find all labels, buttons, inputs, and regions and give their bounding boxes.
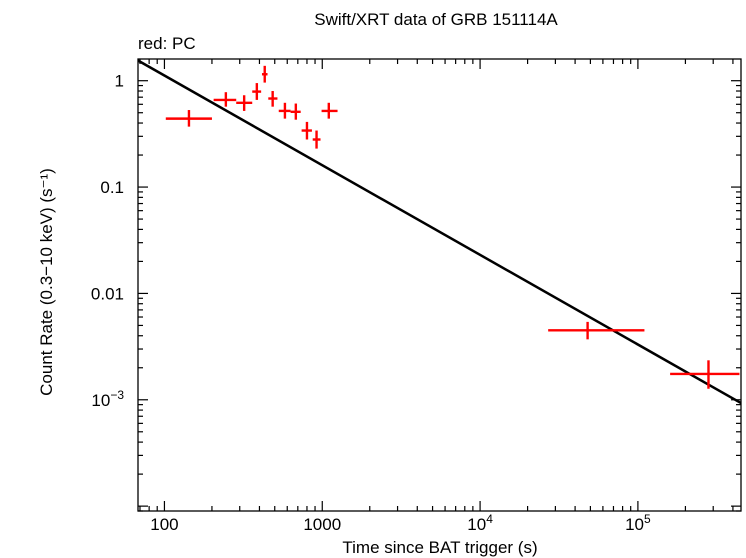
x-tick-label: 105 <box>625 512 651 534</box>
chart-title: Swift/XRT data of GRB 151114A <box>314 10 558 29</box>
data-point <box>321 102 338 119</box>
y-tick-label: 0.01 <box>91 284 124 303</box>
axis-ticks <box>138 59 741 512</box>
data-point <box>252 83 262 100</box>
chart-subtitle: red: PC <box>138 34 196 53</box>
data-point <box>236 95 253 111</box>
y-tick-label: 10−3 <box>91 388 124 410</box>
data-point <box>290 103 301 120</box>
data-point <box>213 92 237 107</box>
model-line <box>138 59 741 405</box>
data-point <box>312 130 321 149</box>
model-layer <box>138 59 741 405</box>
data-point <box>301 121 312 140</box>
data-point <box>165 110 212 127</box>
x-tick-label: 1000 <box>303 515 341 534</box>
tick-labels: 100 1000 104 105 1 0.1 0.01 10−3 <box>91 72 651 534</box>
data-points <box>165 65 740 389</box>
x-axis-label: Time since BAT trigger (s) <box>342 538 537 557</box>
x-tick-label: 100 <box>150 515 178 534</box>
data-point <box>670 360 740 389</box>
data-point <box>278 102 291 119</box>
x-tick-label: 104 <box>467 512 493 534</box>
data-point <box>548 321 645 340</box>
y-tick-label: 1 <box>115 72 124 91</box>
plot-frame <box>137 58 742 512</box>
data-point <box>268 91 278 107</box>
y-tick-label: 0.1 <box>100 178 124 197</box>
data-point <box>261 65 268 83</box>
y-axis-label: Count Rate (0.3−10 keV) (s⁻¹) <box>37 168 56 396</box>
